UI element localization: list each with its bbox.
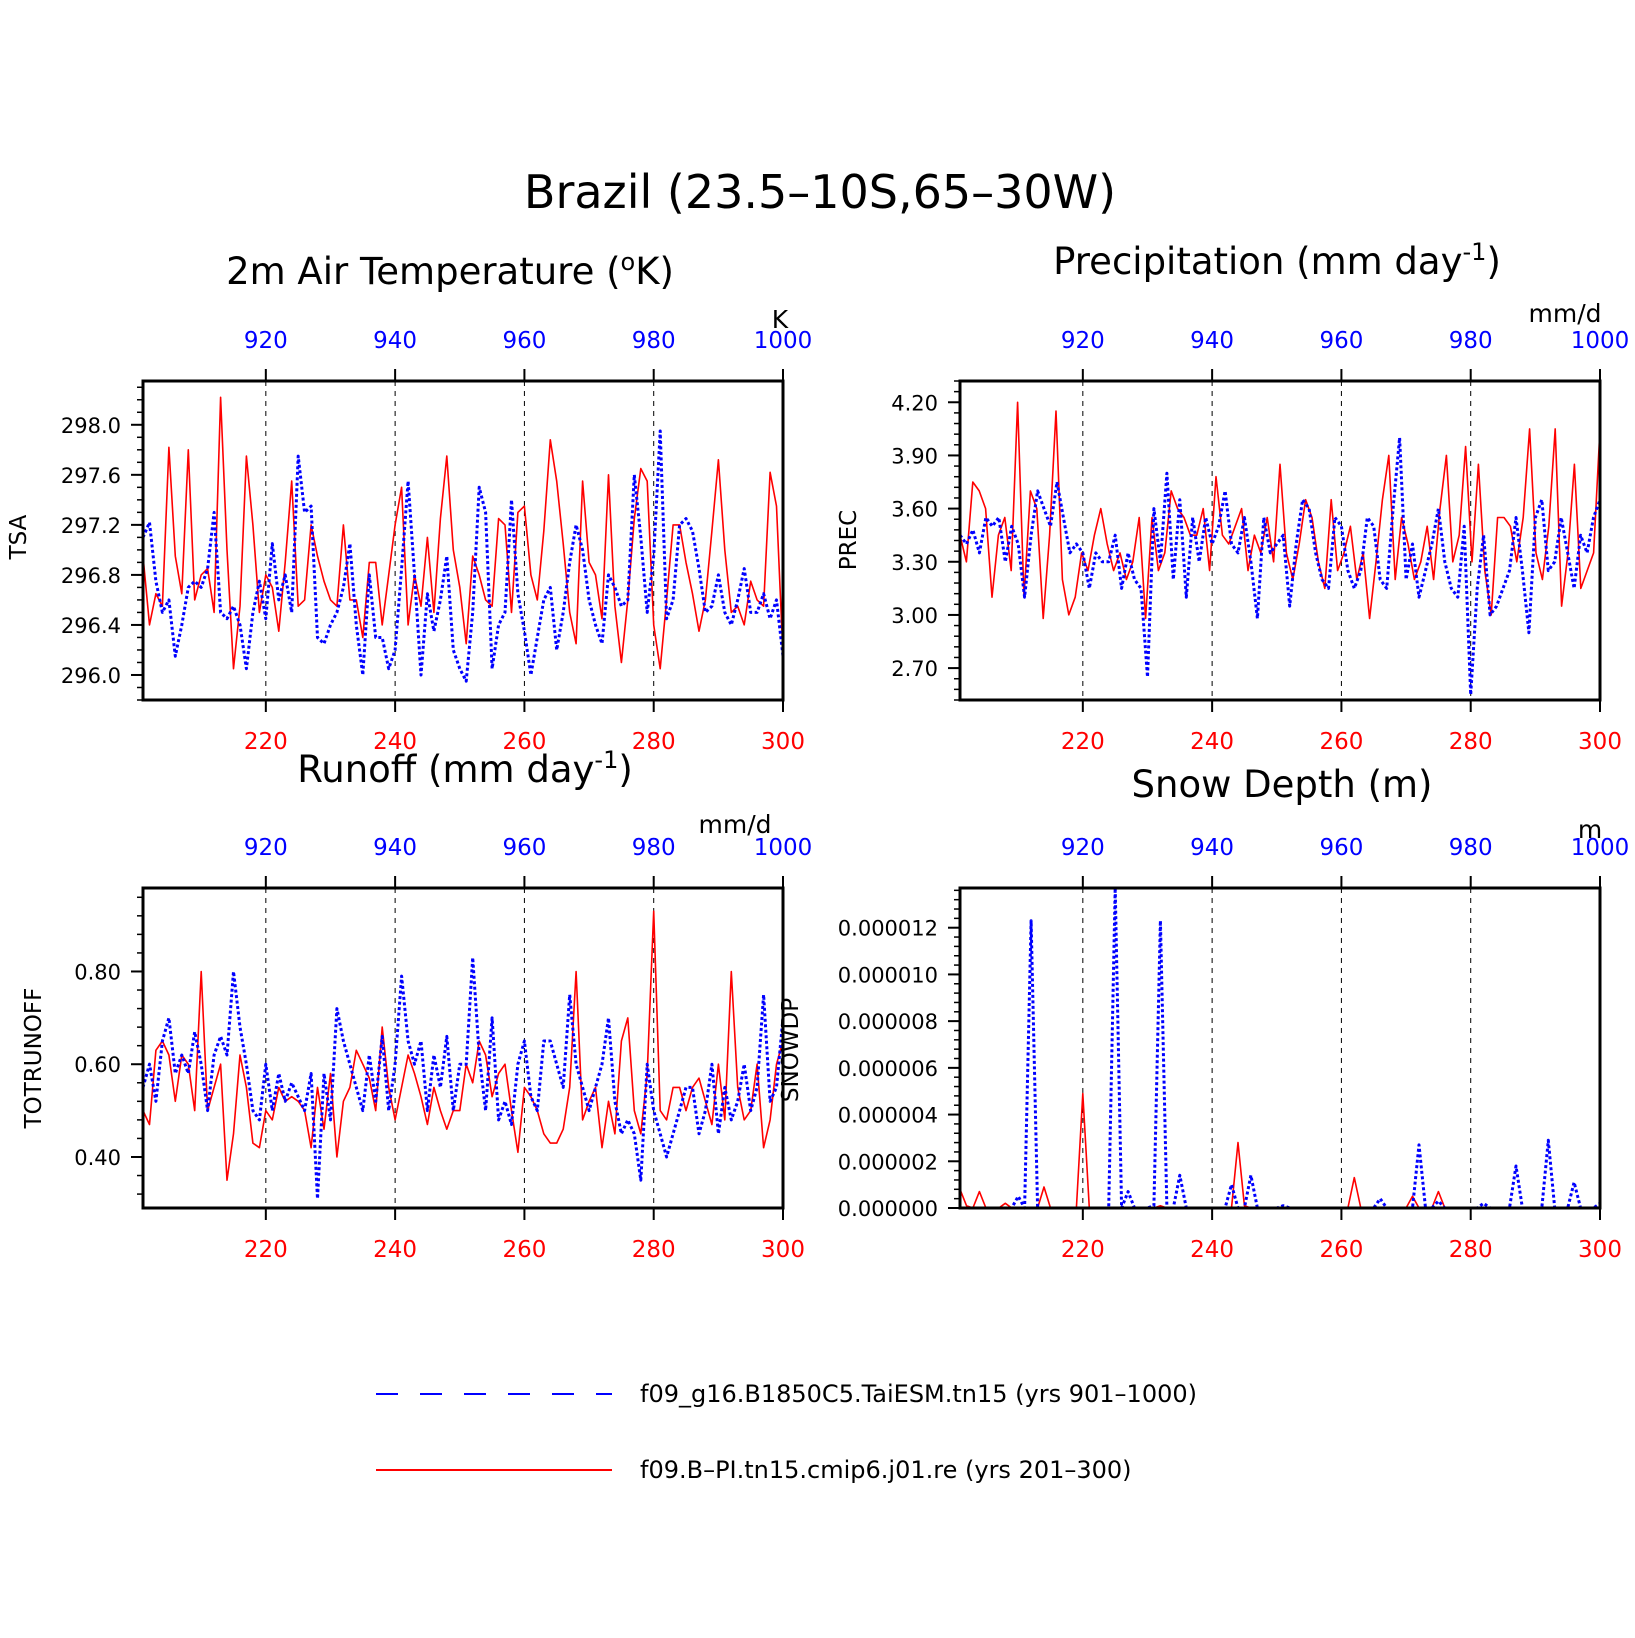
- x-bottom-tick-label-runoff: 240: [373, 1237, 417, 1263]
- x-top-tick-label-precipitation: 940: [1190, 328, 1234, 354]
- x-top-tick-label-snow-depth: 1000: [1571, 835, 1630, 861]
- y-tick-label-snow-depth: 0.000006: [838, 1057, 938, 1081]
- units-label-snow-depth: m: [1578, 815, 1602, 844]
- y-axis-label-precipitation: PREC: [836, 510, 862, 570]
- y-tick-label-snow-depth: 0.000000: [838, 1197, 938, 1221]
- panel-title-precipitation: Precipitation (mm day-1): [1053, 238, 1501, 283]
- x-bottom-tick-label-temperature: 220: [244, 729, 288, 755]
- y-tick-label-runoff: 0.80: [74, 960, 121, 984]
- y-tick-label-snow-depth: 0.000012: [838, 917, 938, 941]
- plot-snow-depth: 0.000000 0.000002 0.000004 0.000006 0.000008…: [838, 835, 1629, 1263]
- x-top-tick-label-precipitation: 960: [1319, 328, 1363, 354]
- y-tick-label-precipitation: 2.70: [891, 657, 938, 681]
- x-bottom-tick-label-snow-depth: 240: [1190, 1237, 1234, 1263]
- series-line-temperature-cmip6: [142, 396, 784, 670]
- y-axis-label-runoff: TOTRUNOFF: [21, 988, 47, 1130]
- main-title: Brazil (23.5–10S,65–30W): [524, 165, 1116, 219]
- x-top-tick-label-precipitation: 980: [1449, 328, 1493, 354]
- y-tick-label-precipitation: 4.20: [891, 391, 938, 415]
- x-top-tick-label-snow-depth: 940: [1190, 835, 1234, 861]
- y-tick-label-runoff: 0.40: [74, 1146, 121, 1170]
- x-bottom-tick-label-precipitation: 220: [1061, 729, 1105, 755]
- units-label-precipitation: mm/d: [1529, 299, 1602, 328]
- legend-label-taiesm: f09_g16.B1850C5.TaiESM.tn15 (yrs 901–100…: [640, 1380, 1197, 1408]
- x-bottom-tick-label-temperature: 280: [632, 729, 676, 755]
- panel-runoff: Runoff (mm day-1) mm/d TOTRUNOFF 0.40 0.6…: [21, 746, 812, 1263]
- y-tick-label-temperature: 297.2: [61, 514, 121, 538]
- series-line-runoff-cmip6: [142, 910, 784, 1181]
- x-top-tick-label-snow-depth: 960: [1319, 835, 1363, 861]
- x-top-tick-label-snow-depth: 920: [1061, 835, 1105, 861]
- x-top-tick-label-runoff: 1000: [754, 835, 813, 861]
- y-tick-label-precipitation: 3.00: [891, 604, 938, 628]
- series-line-snow-depth-cmip6: [959, 1092, 1600, 1209]
- y-tick-label-temperature: 298.0: [61, 414, 121, 438]
- series-line-runoff-taiesm: [141, 956, 785, 1201]
- x-top-tick-label-temperature: 920: [244, 328, 288, 354]
- x-bottom-tick-label-runoff: 280: [632, 1237, 676, 1263]
- legend: f09_g16.B1850C5.TaiESM.tn15 (yrs 901–100…: [376, 1380, 1197, 1484]
- x-bottom-tick-label-snow-depth: 220: [1061, 1237, 1105, 1263]
- x-bottom-tick-label-runoff: 300: [761, 1237, 805, 1263]
- panel-snow-depth: Snow Depth (m) m SNOWDP 0.000000 0.000002…: [778, 763, 1629, 1263]
- y-tick-label-temperature: 296.8: [61, 564, 121, 588]
- series-line-precipitation-cmip6: [959, 401, 1601, 620]
- y-tick-label-precipitation: 3.60: [891, 498, 938, 522]
- x-top-tick-label-runoff: 960: [502, 835, 546, 861]
- x-top-tick-label-temperature: 1000: [754, 328, 813, 354]
- x-top-tick-label-runoff: 980: [632, 835, 676, 861]
- panel-precipitation: Precipitation (mm day-1) mm/d PREC 2.70 3…: [836, 238, 1629, 755]
- x-bottom-tick-label-snow-depth: 260: [1319, 1237, 1363, 1263]
- x-top-tick-label-temperature: 940: [373, 328, 417, 354]
- plot-frame-snow-depth: [958, 886, 1602, 1210]
- panel-title-runoff: Runoff (mm day-1): [297, 746, 633, 791]
- units-label-runoff: mm/d: [699, 810, 772, 839]
- x-bottom-tick-label-precipitation: 260: [1319, 729, 1363, 755]
- y-tick-label-snow-depth: 0.000008: [838, 1010, 938, 1034]
- x-top-tick-label-precipitation: 920: [1061, 328, 1105, 354]
- panel-title-temperature: 2m Air Temperature (oK): [226, 248, 674, 293]
- series-line-precipitation-taiesm: [958, 436, 1602, 697]
- x-bottom-tick-label-snow-depth: 280: [1449, 1237, 1493, 1263]
- y-tick-label-temperature: 297.6: [61, 464, 121, 488]
- x-bottom-tick-label-temperature: 240: [373, 729, 417, 755]
- series-line-snow-depth-taiesm: [960, 886, 1601, 1210]
- y-tick-label-temperature: 296.0: [61, 664, 121, 688]
- plot-temperature: 296.0 296.4 296.8 297.2 297.6 298.0 220 240 260 2…: [61, 328, 812, 755]
- x-top-tick-label-temperature: 980: [632, 328, 676, 354]
- x-top-tick-label-temperature: 960: [502, 328, 546, 354]
- y-tick-label-precipitation: 3.90: [891, 444, 938, 468]
- plot-frame-temperature: [141, 379, 785, 702]
- x-bottom-tick-label-snow-depth: 300: [1578, 1237, 1622, 1263]
- y-tick-label-snow-depth: 0.000004: [838, 1104, 938, 1128]
- plot-runoff: 0.40 0.60 0.80 220 240 260 280 300 920 940 960 980 1…: [74, 835, 812, 1263]
- x-top-tick-label-runoff: 940: [373, 835, 417, 861]
- plot-frame-runoff: [141, 886, 785, 1210]
- x-bottom-tick-label-temperature: 260: [502, 729, 546, 755]
- x-top-tick-label-snow-depth: 980: [1449, 835, 1493, 861]
- x-bottom-tick-label-temperature: 300: [761, 729, 805, 755]
- panel-temperature: 2m Air Temperature (oK) K TSA 296.0 296.4…: [6, 248, 812, 755]
- x-bottom-tick-label-precipitation: 280: [1449, 729, 1493, 755]
- y-tick-label-runoff: 0.60: [74, 1053, 121, 1077]
- x-bottom-tick-label-precipitation: 240: [1190, 729, 1234, 755]
- y-tick-label-snow-depth: 0.000002: [838, 1150, 938, 1174]
- y-tick-label-precipitation: 3.30: [891, 551, 938, 575]
- x-top-tick-label-precipitation: 1000: [1571, 328, 1630, 354]
- y-axis-label-temperature: TSA: [6, 514, 32, 560]
- units-label-temperature: K: [772, 305, 789, 334]
- y-tick-label-snow-depth: 0.000010: [838, 963, 938, 987]
- y-axis-label-snow-depth: SNOWDP: [778, 998, 804, 1102]
- legend-label-cmip6: f09.B–PI.tn15.cmip6.j01.re (yrs 201–300): [640, 1456, 1132, 1484]
- x-bottom-tick-label-runoff: 220: [244, 1237, 288, 1263]
- x-bottom-tick-label-precipitation: 300: [1578, 729, 1622, 755]
- plot-precipitation: 2.70 3.00 3.30 3.60 3.90 4.20 220 240 260 280 300 9…: [891, 328, 1629, 755]
- series-line-temperature-taiesm: [141, 429, 785, 683]
- y-tick-label-temperature: 296.4: [61, 614, 121, 638]
- x-top-tick-label-runoff: 920: [244, 835, 288, 861]
- x-bottom-tick-label-runoff: 260: [502, 1237, 546, 1263]
- panel-title-snow-depth: Snow Depth (m): [1132, 763, 1433, 806]
